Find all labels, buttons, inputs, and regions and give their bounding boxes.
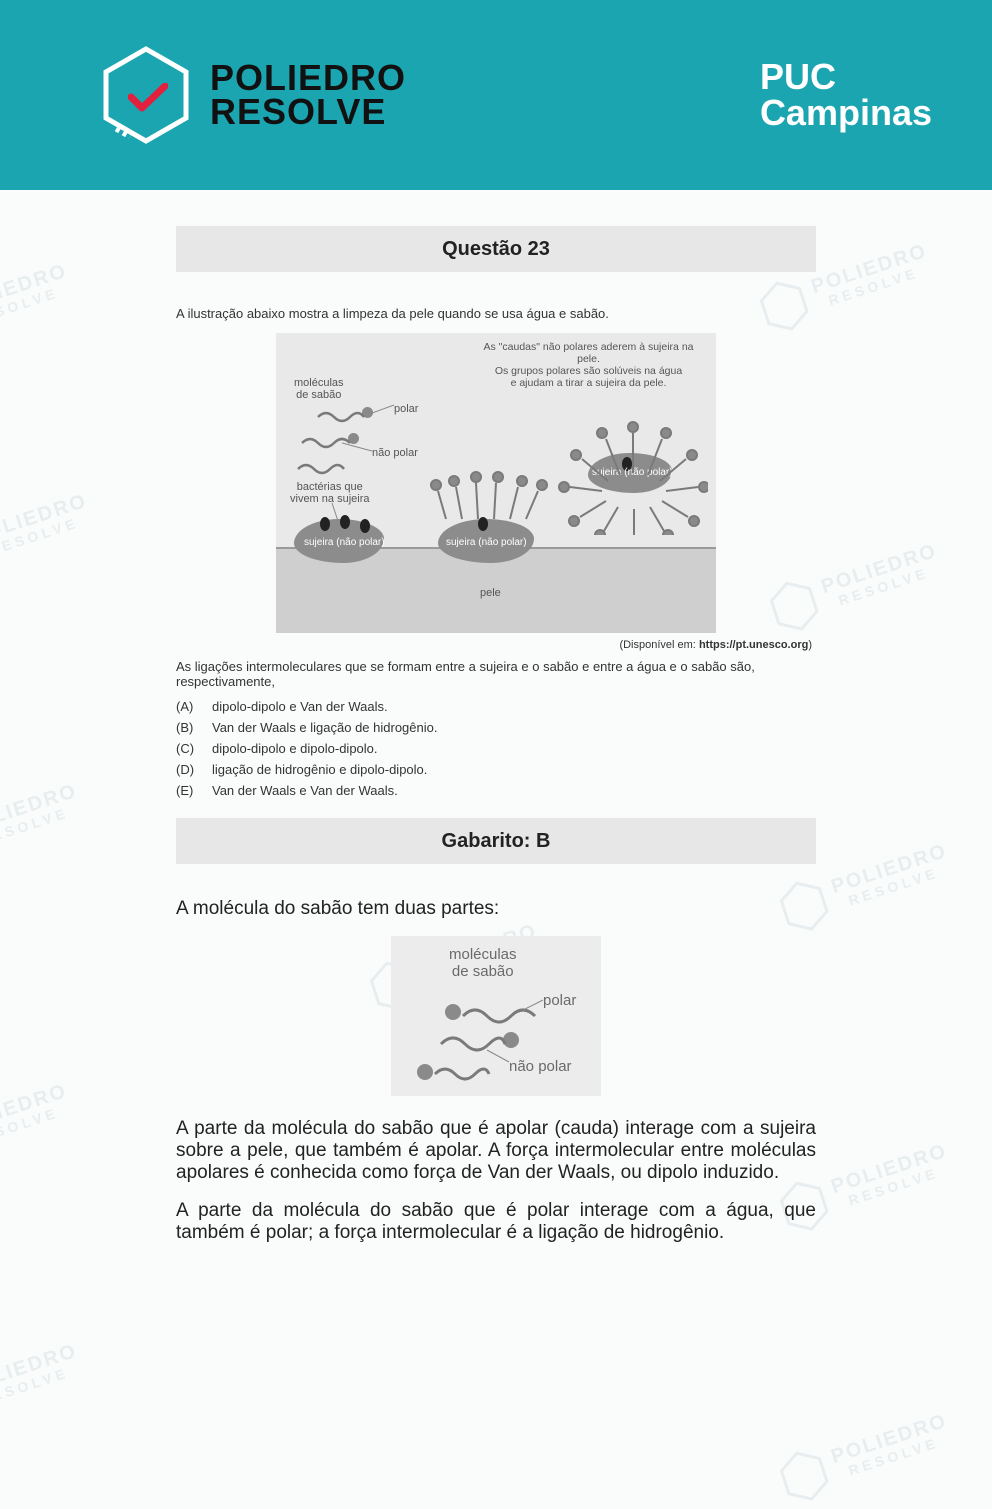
puc-line1: PUC	[760, 59, 932, 95]
label-bacterias: bactérias que vivem na sujeira	[290, 481, 369, 505]
answer-header-bar: Gabarito: B	[176, 818, 816, 864]
option-d: (D)ligação de hidrogênio e dipolo-dipolo…	[176, 762, 816, 777]
header-bar: POLIEDRO RESOLVE PUC Campinas	[0, 0, 992, 190]
soap-skin-illustration: As "caudas" não polares aderem à sujeira…	[276, 333, 716, 633]
content-column: Questão 23 A ilustração abaixo mostra a …	[176, 226, 816, 1244]
option-e: (E)Van der Waals e Van der Waals.	[176, 783, 816, 798]
brand-line1: POLIEDRO	[210, 61, 406, 95]
hex-badge-icon	[100, 45, 192, 145]
illus-caption-top: As "caudas" não polares aderem à sujeira…	[471, 341, 706, 389]
inset-label-naopolar: não polar	[509, 1058, 572, 1075]
brand-logo-left: POLIEDRO RESOLVE	[100, 45, 406, 145]
blob1-label: sujeira (não polar)	[304, 537, 385, 548]
puc-logo: PUC Campinas	[760, 59, 932, 131]
inset-label-polar: polar	[543, 992, 576, 1009]
question-stem: As ligações intermoleculares que se form…	[176, 659, 816, 689]
puc-line2: Campinas	[760, 95, 932, 131]
option-b: (B)Van der Waals e ligação de hidrogênio…	[176, 720, 816, 735]
question-header-bar: Questão 23	[176, 226, 816, 272]
option-c: (C)dipolo-dipolo e dipolo-dipolo.	[176, 741, 816, 756]
illustration-source: (Disponível em: https://pt.unesco.org)	[176, 639, 812, 651]
question-intro: A ilustração abaixo mostra a limpeza da …	[176, 306, 816, 321]
brand-text: POLIEDRO RESOLVE	[210, 61, 406, 129]
question-header-text: Questão 23	[442, 238, 550, 261]
answer-para2: A parte da molécula do sabão que é polar…	[176, 1200, 816, 1244]
label-nao-polar: não polar	[372, 447, 418, 459]
answer-para1: A parte da molécula do sabão que é apola…	[176, 1118, 816, 1184]
options-block: (A)dipolo-dipolo e Van der Waals. (B)Van…	[176, 699, 816, 798]
inset-label-moleculas: moléculas de sabão	[449, 946, 517, 980]
answer-intro: A molécula do sabão tem duas partes:	[176, 898, 816, 920]
label-pele: pele	[480, 587, 501, 599]
soap-molecule-inset: moléculas de sabão polar não polar	[391, 936, 601, 1096]
brand-line2: RESOLVE	[210, 95, 406, 129]
check-icon	[128, 83, 168, 113]
answer-header-text: Gabarito: B	[442, 830, 551, 853]
blob2-label: sujeira (não polar)	[446, 537, 527, 548]
option-a: (A)dipolo-dipolo e Van der Waals.	[176, 699, 816, 714]
label-moleculas-de-sabao: moléculas de sabão	[294, 377, 344, 401]
answer-body: A molécula do sabão tem duas partes: mol…	[176, 898, 816, 1244]
